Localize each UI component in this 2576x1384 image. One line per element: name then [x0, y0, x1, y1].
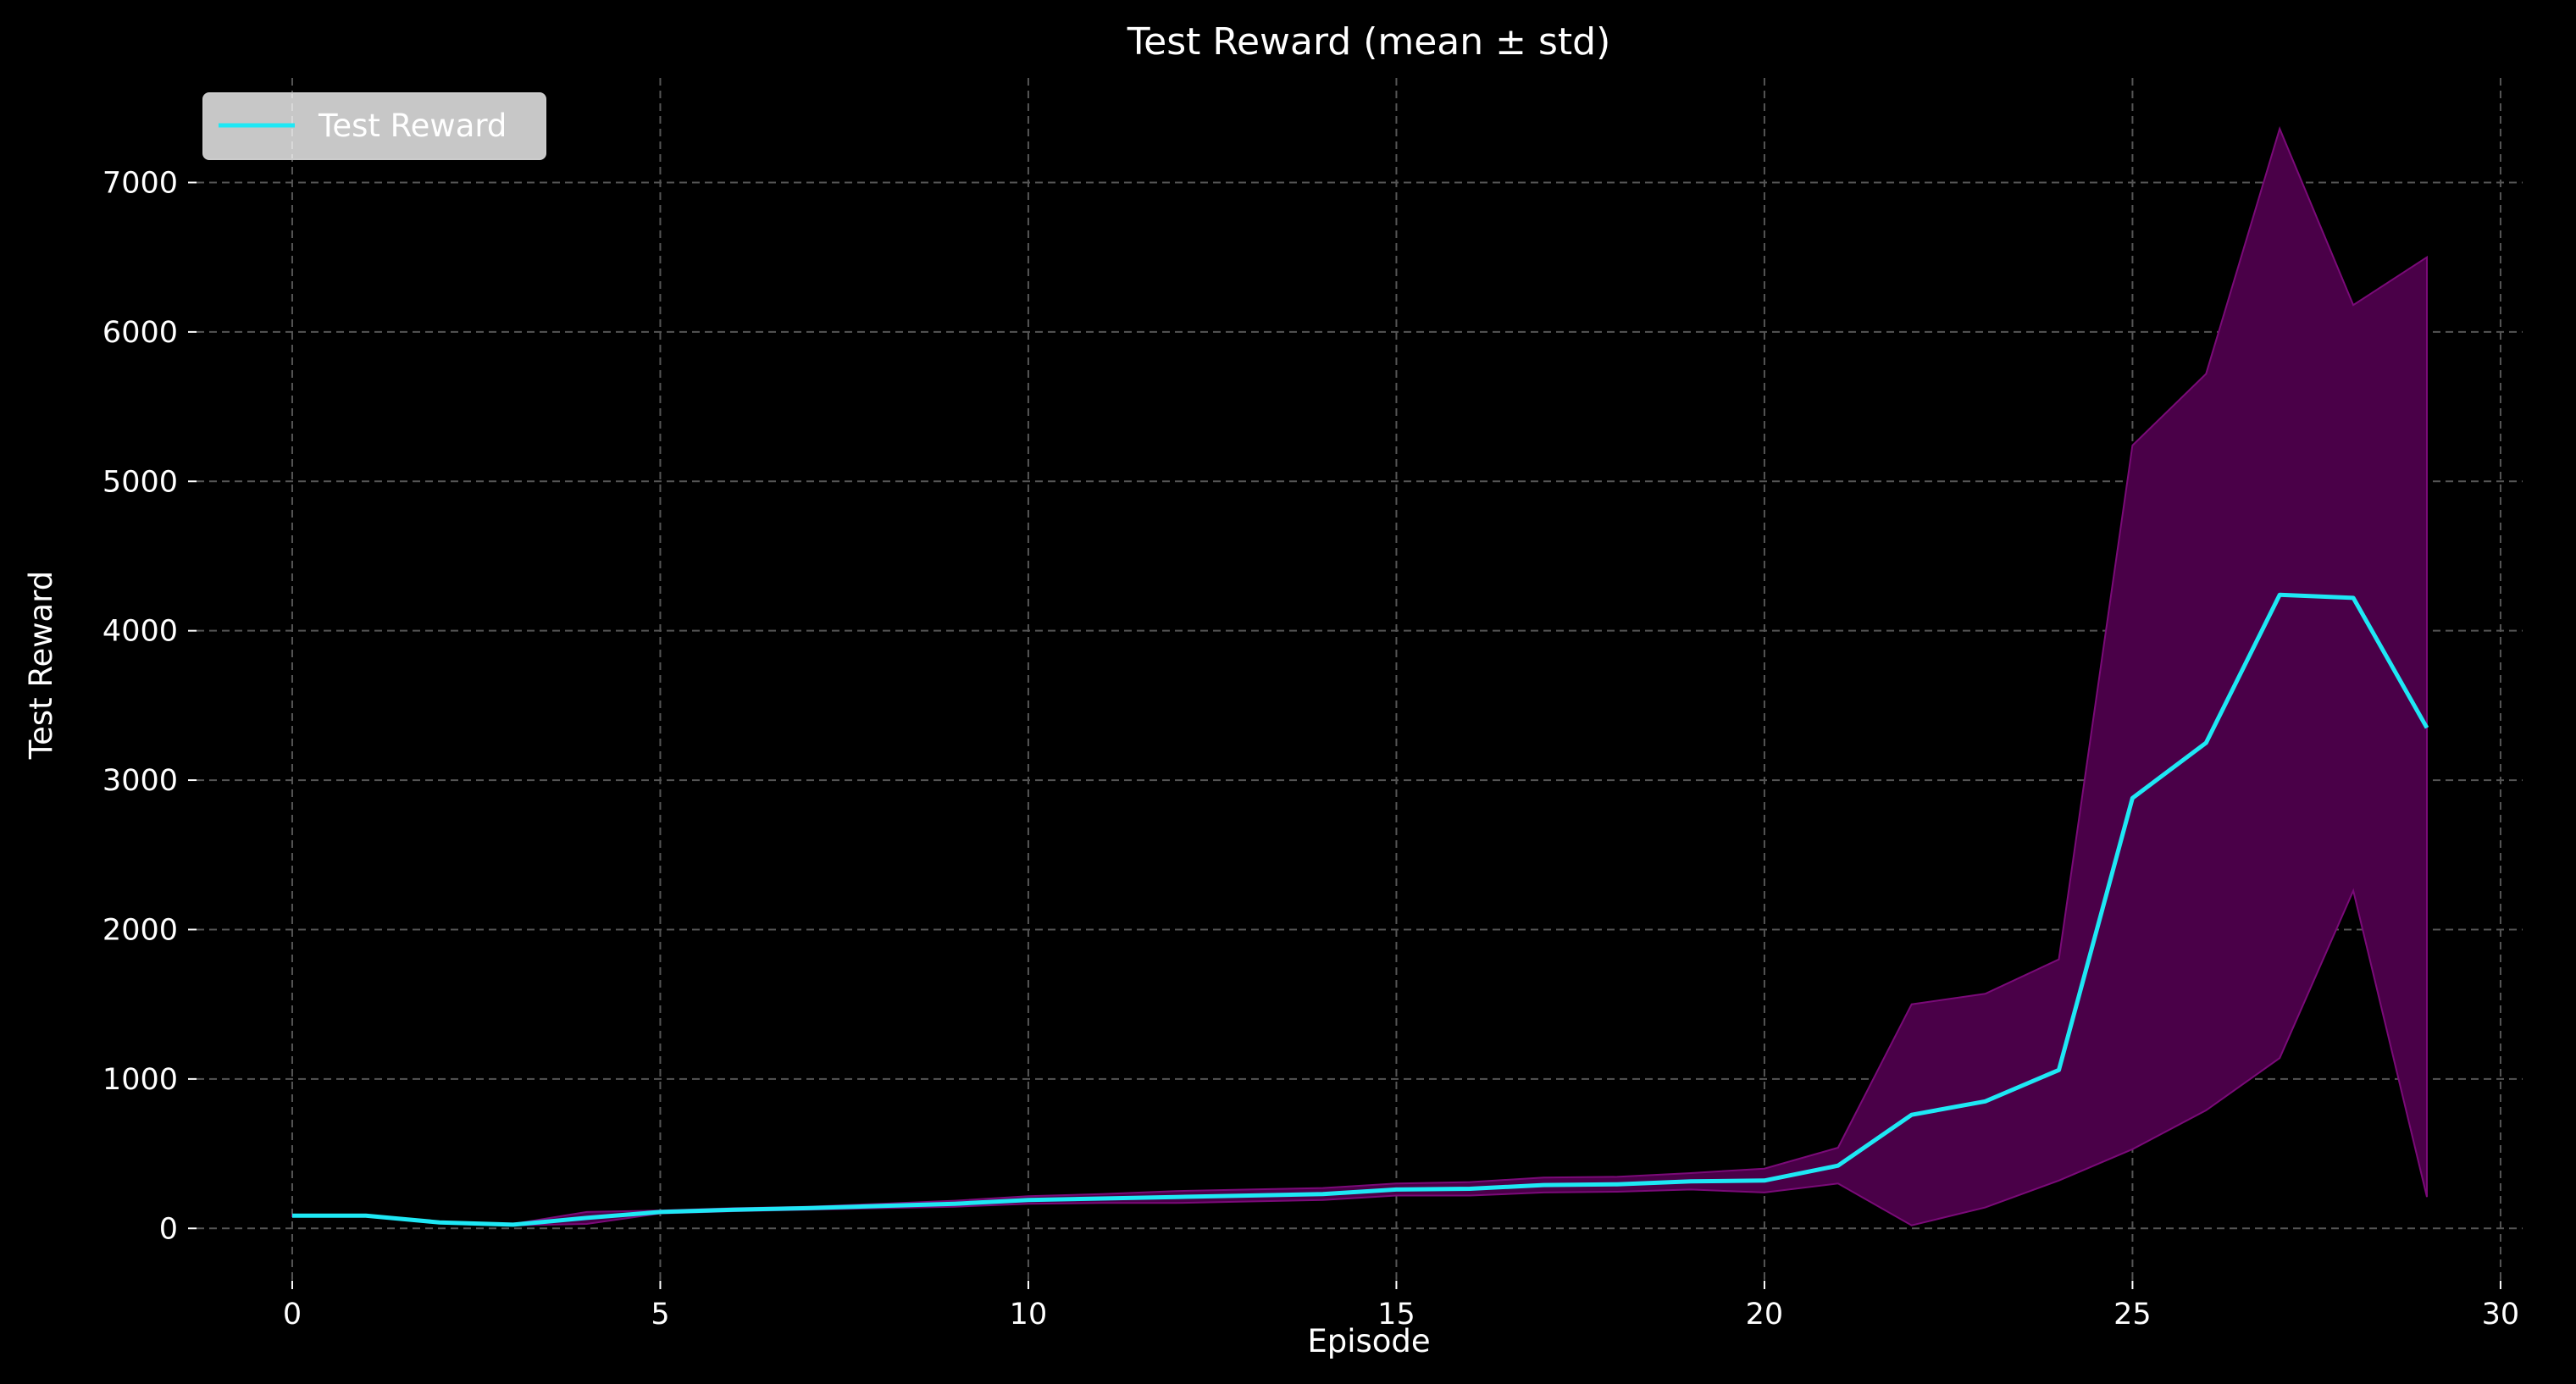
legend-label-test-reward: Test Reward: [318, 108, 507, 144]
y-tick-label: 1000: [102, 1063, 178, 1097]
legend-box: [202, 92, 546, 160]
std-band-group: [291, 126, 2428, 1226]
y-axis-ticks: 0 1000 2000 3000 4000 5000 6000 7000: [102, 166, 197, 1246]
y-tick-label: 5000: [102, 465, 178, 499]
x-tick-label: 10: [1010, 1298, 1048, 1331]
mean-line: [292, 592, 2429, 1227]
y-tick-label: 0: [159, 1212, 178, 1246]
y-tick-label: 3000: [102, 764, 178, 798]
y-tick-label: 7000: [102, 166, 178, 200]
x-tick-label: 5: [651, 1298, 669, 1331]
y-tick-label: 6000: [102, 316, 178, 350]
x-tick-label: 30: [2482, 1298, 2520, 1331]
x-tick-label: 15: [1377, 1298, 1415, 1331]
y-axis-label: Test Reward: [23, 571, 59, 760]
legend: Test Reward: [202, 92, 546, 160]
x-tick-label: 25: [2113, 1298, 2152, 1331]
x-tick-label: 20: [1746, 1298, 1784, 1331]
y-tick-label: 4000: [102, 615, 178, 649]
std-band: [291, 126, 2428, 1226]
mean-line-group: [292, 592, 2429, 1227]
x-axis-label: Episode: [1307, 1323, 1430, 1359]
x-axis-ticks: 0 5 10 15 20 25 30: [283, 1281, 2519, 1331]
x-tick-label: 0: [283, 1298, 302, 1331]
y-tick-label: 2000: [102, 913, 178, 947]
chart-title: Test Reward (mean ± std): [1127, 20, 1611, 64]
